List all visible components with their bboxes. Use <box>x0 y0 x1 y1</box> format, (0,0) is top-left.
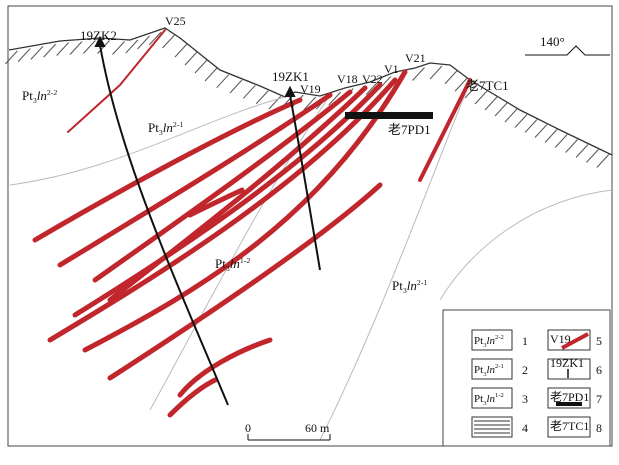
vein-label: V22 <box>362 72 383 86</box>
stratum-part: 1-2 <box>495 392 504 399</box>
hatch-line <box>163 35 175 48</box>
stratum-part: 1-2 <box>240 256 250 265</box>
hatch-line <box>597 155 609 168</box>
scale-label: 0 <box>245 421 251 435</box>
scale-label: 60 m <box>305 421 330 435</box>
trench-label: 老7TC1 <box>466 78 509 93</box>
hatch-line <box>525 120 537 133</box>
hatch-line <box>586 150 598 163</box>
hatch-line <box>195 60 207 73</box>
hatch-line <box>70 42 82 55</box>
legend-number: 2 <box>522 363 528 377</box>
hatch-line <box>57 43 69 56</box>
hatch-line <box>217 75 229 88</box>
hatch-line <box>413 68 425 81</box>
legend-adit <box>556 402 582 406</box>
orientation-label: 140° <box>540 34 565 49</box>
hatch-line <box>31 46 43 59</box>
stratum-part: Pt <box>22 88 33 103</box>
vein-label: V18 <box>337 72 358 86</box>
stratum-part: ln <box>230 256 240 271</box>
hatch-line <box>230 80 242 93</box>
vein-label: V21 <box>405 51 426 65</box>
vein-label: V25 <box>165 14 186 28</box>
legend-number: 8 <box>596 421 602 435</box>
hatch-line <box>256 91 268 104</box>
drill-label: 19ZK2 <box>80 28 117 43</box>
stratum-part: Pt <box>148 120 159 135</box>
legend-number: 1 <box>522 334 528 348</box>
hatch-line <box>18 49 30 62</box>
hatch-line <box>555 135 567 148</box>
hatch-line <box>175 44 187 57</box>
hatch-line <box>576 145 588 158</box>
stratum-part: Pt <box>215 256 226 271</box>
hatch-line <box>535 125 547 138</box>
hatch-line <box>113 42 125 55</box>
stratum-part: 2-1 <box>173 120 183 129</box>
hatch-line <box>185 52 197 65</box>
hatch-line <box>445 71 457 84</box>
legend-number: 6 <box>596 363 602 377</box>
surface-hatching <box>5 32 608 168</box>
legend-number: 7 <box>596 392 602 406</box>
stratum-part: ln <box>407 278 417 293</box>
stratum-label: Pt3ln1-2 <box>215 256 250 273</box>
hatch-line <box>138 36 150 49</box>
hatch-line <box>485 97 497 110</box>
hatch-line <box>5 51 17 64</box>
stratum-part: 2-2 <box>47 88 57 97</box>
stratum-part: 2-1 <box>417 278 427 287</box>
vein-label: V1 <box>384 62 399 76</box>
legend-number: 5 <box>596 334 602 348</box>
hatch-line <box>566 140 578 153</box>
legend-number: 3 <box>522 392 528 406</box>
hatch-line <box>430 66 442 79</box>
hatch-line <box>243 85 255 98</box>
legend-box <box>472 417 512 437</box>
hatch-line <box>205 68 217 81</box>
hatch-line <box>515 115 527 128</box>
stratum-label: Pt3ln2-2 <box>22 88 57 105</box>
stratum-part: Pt <box>474 335 483 347</box>
legend-number: 4 <box>522 421 528 435</box>
stratum-label: Pt3ln2-1 <box>392 278 427 295</box>
hatch-line <box>44 44 56 57</box>
stratum-part: 2-2 <box>495 334 504 341</box>
hatch-line <box>495 103 507 116</box>
stratum-part: ln <box>163 120 173 135</box>
orientation <box>525 46 610 55</box>
legend-symbol-text: 19ZK1 <box>550 356 584 370</box>
stratum-label: Pt3ln2-1 <box>148 120 183 137</box>
legend-symbol-text: 老7TC1 <box>550 419 589 433</box>
adit <box>345 112 433 119</box>
stratum-part: 2-1 <box>495 363 504 370</box>
stratum-part: Pt <box>392 278 403 293</box>
hatch-line <box>545 130 557 143</box>
stratum-part: Pt <box>474 364 483 376</box>
stratum-part: Pt <box>474 393 483 405</box>
hatch-line <box>505 109 517 122</box>
cross-section: 19ZK2 V25 140° 19ZK1 V19 V18 V22 V1 V21 … <box>0 0 619 465</box>
adit-label: 老7PD1 <box>388 122 431 137</box>
stratum-part: ln <box>37 88 47 103</box>
vein-label: V19 <box>300 82 321 96</box>
legend-symbol-text: 老7PD1 <box>550 390 589 404</box>
hatch-line <box>126 40 138 53</box>
